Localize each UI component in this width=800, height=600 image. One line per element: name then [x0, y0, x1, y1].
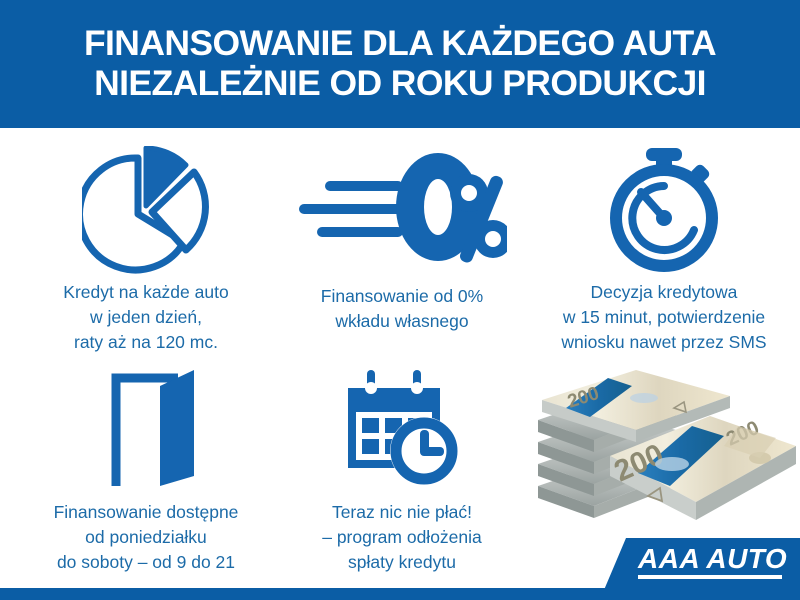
caption-line: wniosku nawet przez SMS [561, 331, 767, 352]
feature-deferred-payment: Teraz nic nie płać! – program odłożenia … [276, 366, 528, 575]
caption-line: w 15 minut, potwierdzenie [562, 306, 766, 327]
caption-line: raty aż na 120 mc. [74, 331, 218, 352]
caption-line: w jeden dzień, [90, 306, 202, 327]
feature-zero-percent: Finansowanie od 0% wkładu własnego [276, 146, 528, 334]
feature-credit: Kredyt na każde auto w jeden dzień, raty… [16, 146, 276, 355]
caption-line: Finansowanie dostępne [53, 502, 239, 522]
caption-line: wkładu własnego [335, 310, 469, 331]
open-door-icon [82, 366, 210, 494]
feature-decision: Decyzja kredytowa w 15 minut, potwierdze… [528, 146, 800, 355]
feature-credit-caption: Kredyt na każde auto w jeden dzień, raty… [63, 280, 228, 355]
caption-line: Decyzja kredytowa [590, 282, 738, 302]
headline-line-2: NIEZALEŻNIE OD ROKU PRODUKCJI [94, 63, 706, 103]
pie-chart-icon [82, 146, 210, 274]
stopwatch-icon [600, 146, 728, 274]
banknote-stacks-photo: 200 200 200 [524, 360, 800, 540]
feature-hours-caption: Finansowanie dostępne od poniedziałku do… [54, 500, 239, 575]
caption-line: do soboty – od 9 do 21 [56, 551, 236, 572]
caption-line: Finansowanie od 0% [320, 286, 484, 306]
aaa-auto-logo[interactable]: AAA AUTO [604, 538, 800, 590]
feature-hours: Finansowanie dostępne od poniedziałku do… [16, 366, 276, 575]
calendar-clock-icon [338, 366, 466, 494]
caption-line: Teraz nic nie płać! [331, 502, 473, 522]
bottom-accent-bar [0, 588, 800, 600]
feature-deferred-payment-caption: Teraz nic nie płać! – program odłożenia … [322, 500, 482, 575]
feature-decision-caption: Decyzja kredytowa w 15 minut, potwierdze… [561, 280, 766, 355]
caption-line: od poniedziałku [85, 526, 207, 547]
header-band: FINANSOWANIE DLA KAŻDEGO AUTA NIEZALEŻNI… [0, 0, 800, 128]
logo-text-glyph: AAA AUTO [637, 543, 787, 574]
feature-zero-percent-caption: Finansowanie od 0% wkładu własnego [321, 284, 483, 334]
caption-line: Kredyt na każde auto [63, 282, 229, 302]
caption-line: – program odłożenia [322, 526, 482, 547]
headline-line-1: FINANSOWANIE DLA KAŻDEGO AUTA [83, 23, 717, 64]
zero-percent-icon [297, 146, 507, 274]
logo-underline [638, 575, 782, 579]
caption-line: spłaty kredytu [348, 551, 456, 572]
